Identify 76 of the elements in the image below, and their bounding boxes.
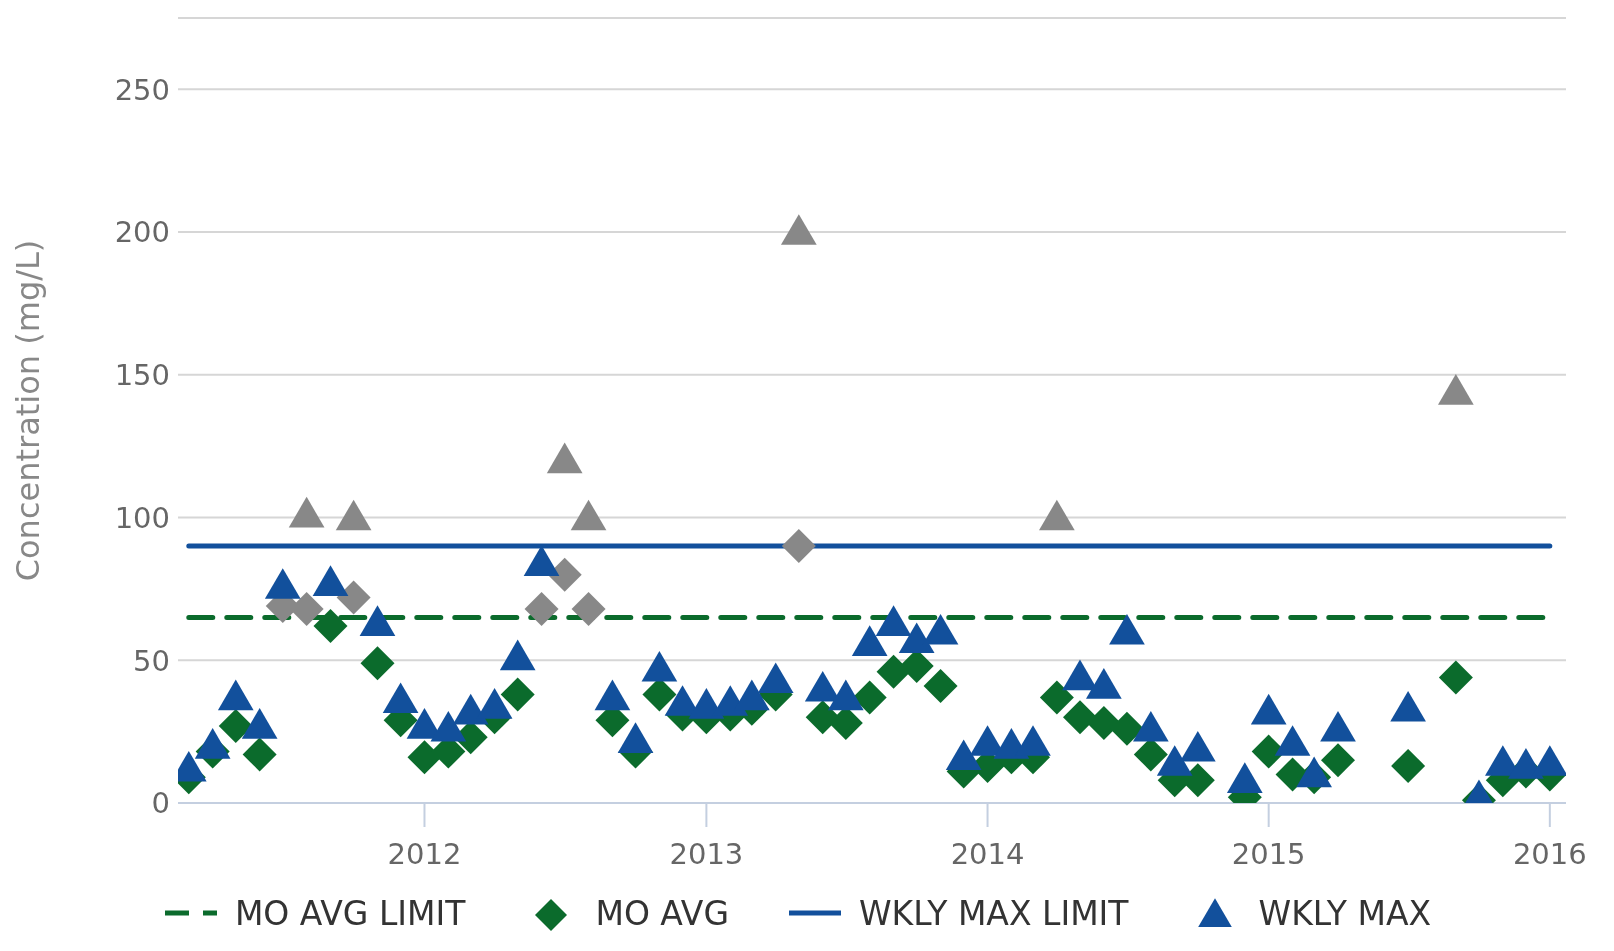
point [430,710,467,742]
point [242,737,277,772]
point [359,605,396,636]
point [780,214,817,245]
point [1438,374,1474,405]
point [945,739,982,771]
y-tick-label: 250 [114,72,170,107]
legend-label: MO AVG LIMIT [234,893,466,933]
point [1390,690,1426,722]
point [827,679,864,711]
point [360,646,395,681]
point [194,728,231,759]
point [452,693,489,725]
point [312,565,349,596]
point [570,499,607,531]
x-tick-label: 2016 [1512,836,1587,871]
y-tick-label: 100 [114,500,170,535]
point [898,622,935,654]
point [1438,660,1473,695]
y-tick-label: 50 [133,643,170,678]
x-tick-label: 2012 [387,836,462,871]
x-tick-label: 2015 [1231,836,1306,871]
point [1086,706,1121,741]
point [851,625,888,656]
point [1086,668,1122,699]
point [1156,745,1193,776]
point [1391,748,1426,783]
y-tick-label: 0 [151,786,170,821]
point [1226,762,1263,793]
point [407,740,442,775]
point [218,708,253,743]
point [805,700,840,735]
point [852,680,887,715]
point [1274,725,1311,756]
y-axis-title: Concentration (mg/L) [9,239,48,582]
point [499,639,536,671]
point [264,568,301,599]
point [1508,748,1544,779]
point [875,605,912,636]
point [1132,710,1169,742]
point [688,688,725,719]
point [1062,700,1097,735]
point [288,496,325,528]
point [594,679,631,711]
point [546,442,583,474]
point [524,591,559,626]
point [500,677,535,712]
point [547,557,582,592]
point [241,708,278,739]
point [1250,693,1287,725]
point [1109,613,1145,645]
point [1109,711,1144,746]
point [876,654,911,689]
y-tick-label: 200 [114,215,170,250]
point [1321,743,1355,778]
point [571,591,606,626]
point [382,682,419,713]
point [757,662,794,693]
point [336,580,371,615]
legend-label: WKLY MAX [1258,893,1432,933]
point [1039,680,1074,715]
legend-label: MO AVG [595,893,729,933]
point [1039,499,1075,531]
x-tick-label: 2014 [950,836,1025,871]
point [923,668,958,703]
point [1179,730,1216,762]
point [641,650,678,682]
point [335,499,372,531]
y-tick-label: 150 [114,358,170,393]
point [523,545,560,576]
point [217,679,254,711]
point [617,722,654,753]
point [1296,756,1332,788]
x-tick-label: 2013 [669,836,744,871]
legend-label: WKLY MAX LIMIT [858,893,1129,933]
point [1320,710,1356,742]
